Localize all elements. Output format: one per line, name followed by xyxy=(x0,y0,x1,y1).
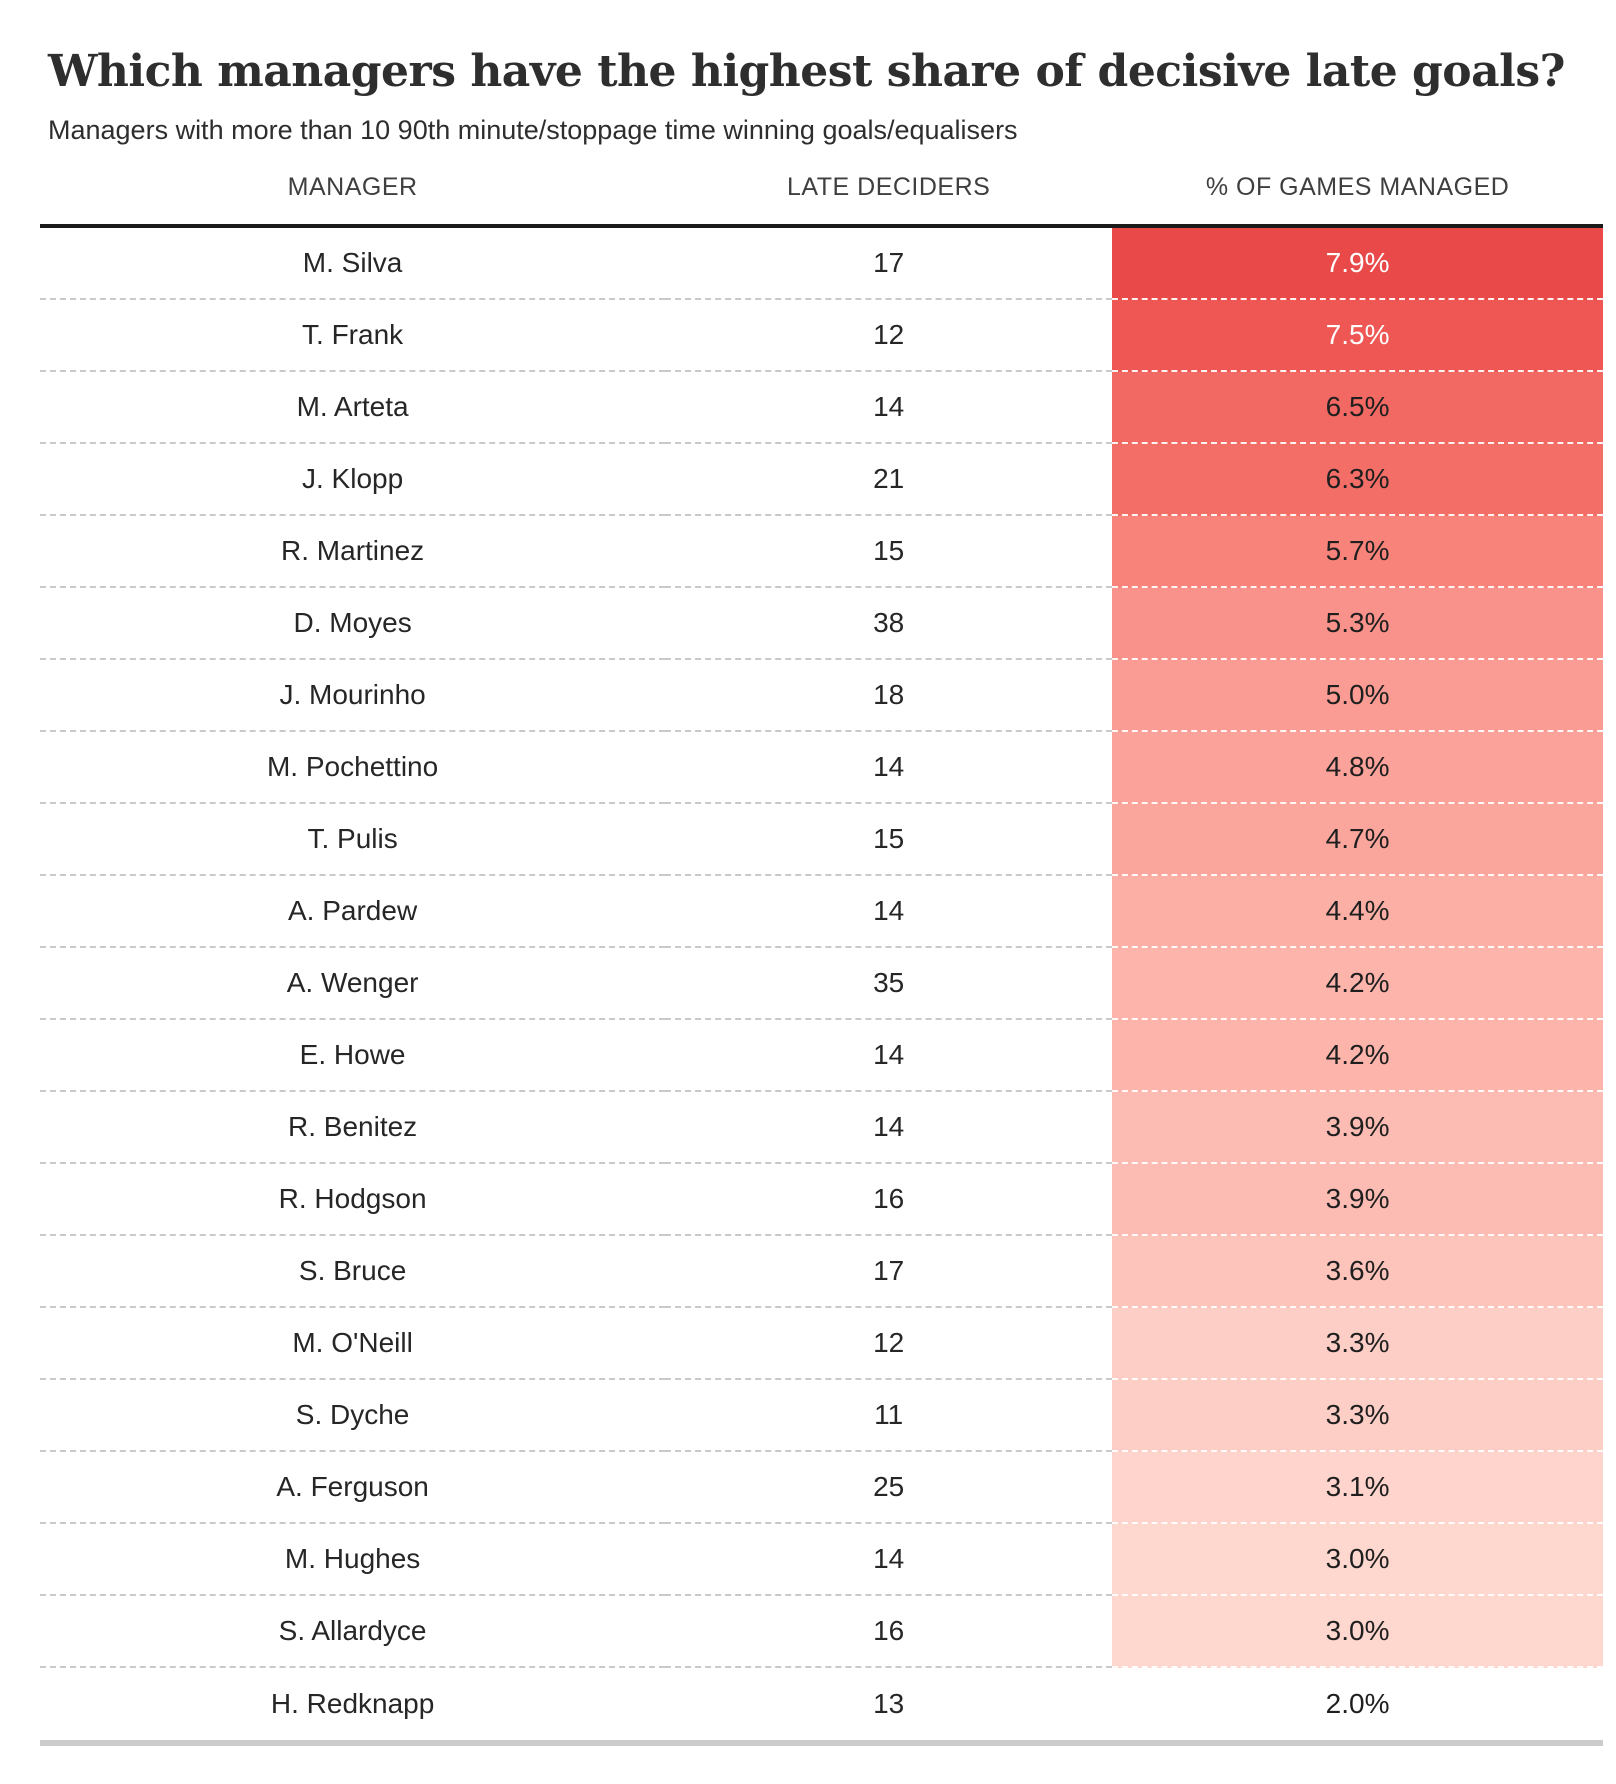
manager-name: A. Wenger xyxy=(40,948,666,1020)
late-deciders-value: 13 xyxy=(873,1688,905,1719)
late-deciders-value: 35 xyxy=(665,948,1113,1020)
pct-games-managed-cell: 4.8% xyxy=(1112,732,1603,804)
pct-games-managed-cell: 3.0% xyxy=(1112,1596,1603,1668)
pct-games-managed-cell: 6.3% xyxy=(1112,444,1603,516)
pct-games-managed-cell: 4.4% xyxy=(1112,876,1603,948)
manager-name: M. Arteta xyxy=(40,372,666,444)
table-row: M. Arteta 14 6.5% xyxy=(40,372,1603,444)
late-deciders-value: 15 xyxy=(665,516,1113,588)
manager-name: J. Mourinho xyxy=(40,660,666,732)
late-deciders-value: 14 xyxy=(665,372,1113,444)
late-deciders-value: 21 xyxy=(665,444,1113,516)
table-row: J. Klopp 21 6.3% xyxy=(40,444,1603,516)
chart-header: Which managers have the highest share of… xyxy=(0,0,1616,146)
pct-games-managed-cell: 3.3% xyxy=(1112,1380,1603,1452)
table-row: M. O'Neill 12 3.3% xyxy=(40,1308,1603,1380)
pct-games-managed-cell: 3.6% xyxy=(1112,1236,1603,1308)
pct-games-managed-cell: 7.9% xyxy=(1112,228,1603,300)
table-row: R. Martinez 15 5.7% xyxy=(40,516,1603,588)
table-row: A. Wenger 35 4.2% xyxy=(40,948,1603,1020)
late-deciders-value: 14 xyxy=(665,732,1113,804)
table-row: R. Benitez 14 3.9% xyxy=(40,1092,1603,1164)
table-row: S. Allardyce 16 3.0% xyxy=(40,1596,1603,1668)
late-deciders-value: 14 xyxy=(665,1092,1113,1164)
manager-name: T. Frank xyxy=(40,300,666,372)
manager-name: R. Martinez xyxy=(40,516,666,588)
table-body: M. Silva 17 7.9% T. Frank 12 7.5% M. Art… xyxy=(40,228,1603,1740)
table-top-rule xyxy=(40,224,1603,228)
pct-games-managed-cell: 3.0% xyxy=(1112,1524,1603,1596)
pct-games-managed-cell: 4.2% xyxy=(1112,1020,1603,1092)
chart-title: Which managers have the highest share of… xyxy=(48,46,1565,97)
late-deciders-value: 17 xyxy=(665,228,1113,300)
table-row: S. Bruce 17 3.6% xyxy=(40,1236,1603,1308)
late-deciders-value: 12 xyxy=(665,300,1113,372)
pct-games-managed-cell: 5.7% xyxy=(1112,516,1603,588)
table-row: A. Pardew 14 4.4% xyxy=(40,876,1603,948)
manager-name: D. Moyes xyxy=(40,588,666,660)
late-deciders-value: 11 xyxy=(665,1380,1113,1452)
manager-name: M. O'Neill xyxy=(40,1308,666,1380)
manager-name: M. Pochettino xyxy=(40,732,666,804)
late-deciders-value: 14 xyxy=(665,1020,1113,1092)
manager-name: A. Pardew xyxy=(40,876,666,948)
column-header-late-deciders: LATE DECIDERS xyxy=(787,173,991,201)
pct-games-managed-cell: 4.7% xyxy=(1112,804,1603,876)
manager-name: R. Benitez xyxy=(40,1092,666,1164)
table-row: J. Mourinho 18 5.0% xyxy=(40,660,1603,732)
chart-subtitle: Managers with more than 10 90th minute/s… xyxy=(48,114,1018,145)
manager-name: S. Dyche xyxy=(40,1380,666,1452)
table-row: D. Moyes 38 5.3% xyxy=(40,588,1603,660)
late-deciders-value: 17 xyxy=(665,1236,1113,1308)
manager-name: S. Allardyce xyxy=(40,1596,666,1668)
pct-games-managed-cell: 5.3% xyxy=(1112,588,1603,660)
pct-games-managed-cell: 3.3% xyxy=(1112,1308,1603,1380)
manager-name: T. Pulis xyxy=(40,804,666,876)
table-header-row: MANAGER LATE DECIDERS % OF GAMES MANAGED xyxy=(40,148,1603,224)
table-row: M. Pochettino 14 4.8% xyxy=(40,732,1603,804)
late-deciders-value: 15 xyxy=(665,804,1113,876)
manager-name: M. Silva xyxy=(40,228,666,300)
column-header-pct-games-managed: % OF GAMES MANAGED xyxy=(1205,173,1510,201)
late-deciders-value: 14 xyxy=(665,876,1113,948)
late-deciders-value: 14 xyxy=(665,1524,1113,1596)
pct-games-managed-cell: 2.0% xyxy=(1112,1668,1603,1740)
manager-name: S. Bruce xyxy=(40,1236,666,1308)
table-row: T. Pulis 15 4.7% xyxy=(40,804,1603,876)
late-deciders-value: 25 xyxy=(665,1452,1113,1524)
late-deciders-value: 12 xyxy=(665,1308,1113,1380)
managers-table: MANAGER LATE DECIDERS % OF GAMES MANAGED… xyxy=(40,148,1603,1746)
pct-games-managed-cell: 4.2% xyxy=(1112,948,1603,1020)
pct-games-managed-cell: 7.5% xyxy=(1112,300,1603,372)
pct-games-managed-cell: 3.9% xyxy=(1112,1092,1603,1164)
manager-name: J. Klopp xyxy=(40,444,666,516)
table-row: M. Silva 17 7.9% xyxy=(40,228,1603,300)
manager-name: R. Hodgson xyxy=(40,1164,666,1236)
pct-games-managed-cell: 5.0% xyxy=(1112,660,1603,732)
table-row: A. Ferguson 25 3.1% xyxy=(40,1452,1603,1524)
pct-games-managed-cell: 3.1% xyxy=(1112,1452,1603,1524)
manager-name: A. Ferguson xyxy=(40,1452,666,1524)
manager-name: E. Howe xyxy=(40,1020,666,1092)
table-row: S. Dyche 11 3.3% xyxy=(40,1380,1603,1452)
table-bottom-rule xyxy=(40,1740,1603,1746)
table-row: H. Redknapp 13 2.0% xyxy=(40,1668,1603,1740)
late-deciders-value: 16 xyxy=(665,1164,1113,1236)
column-header-manager: MANAGER xyxy=(287,173,418,201)
table-row: R. Hodgson 16 3.9% xyxy=(40,1164,1603,1236)
late-deciders-value: 18 xyxy=(665,660,1113,732)
late-deciders-value: 16 xyxy=(665,1596,1113,1668)
table-row: T. Frank 12 7.5% xyxy=(40,300,1603,372)
pct-games-managed-cell: 3.9% xyxy=(1112,1164,1603,1236)
table-row: E. Howe 14 4.2% xyxy=(40,1020,1603,1092)
manager-name: H. Redknapp xyxy=(270,1688,435,1719)
late-deciders-value: 38 xyxy=(665,588,1113,660)
pct-games-managed-cell: 6.5% xyxy=(1112,372,1603,444)
manager-name: M. Hughes xyxy=(40,1524,666,1596)
table-row: M. Hughes 14 3.0% xyxy=(40,1524,1603,1596)
